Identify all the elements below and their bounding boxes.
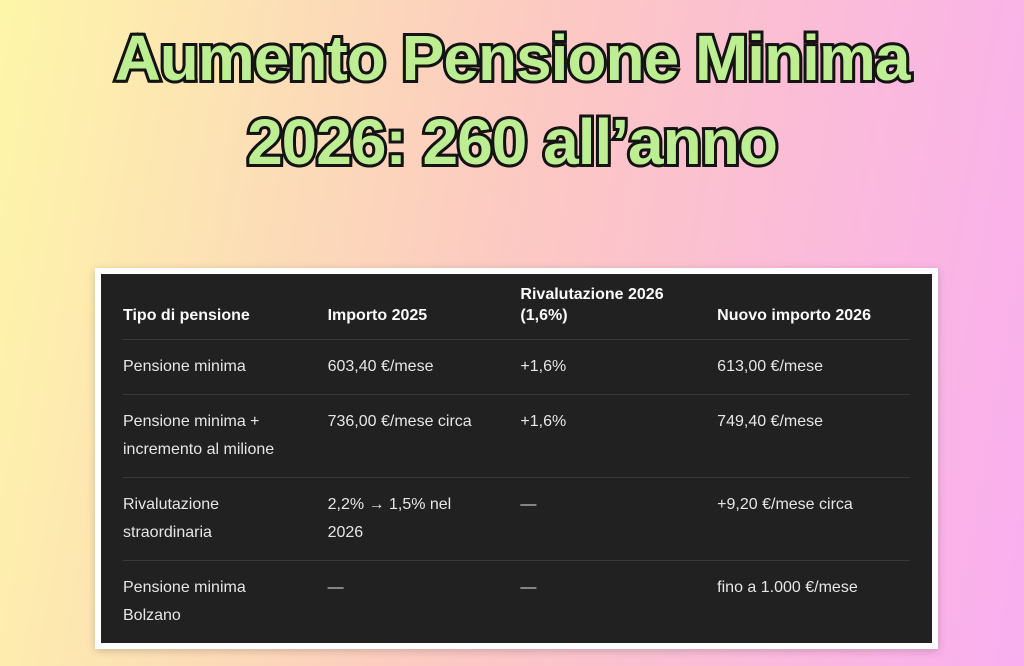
page-title-line2: 2026: 260 all’anno (244, 103, 781, 181)
column-header: Tipo di pensione (123, 274, 328, 340)
column-header: Importo 2025 (327, 274, 521, 340)
table-row: Pensione minima 603,40 €/mese +1,6% 613,00 … (123, 340, 910, 395)
table-header-row: Tipo di pensione Importo 2025 Rivalutazion… (123, 274, 910, 340)
table-cell: +9,20 €/mese circa (717, 477, 910, 561)
pension-table-card: Tipo di pensione Importo 2025 Rivalutazion… (95, 268, 938, 649)
table-cell: — (520, 477, 718, 561)
table-cell: Pensione minima Bolzano (123, 560, 328, 643)
table-cell: Pensione minima (123, 358, 246, 375)
table-row: Rivalutazione straordinaria 2,2% → 1,5% n… (123, 477, 910, 561)
table-cell: 613,00 €/mese (717, 358, 824, 375)
pension-table: Tipo di pensione Importo 2025 Rivalutazion… (123, 274, 910, 643)
table-cell: 2,2% → 1,5% nel 2026 (327, 477, 521, 561)
table-cell: Rivalutazione straordinaria (123, 477, 328, 561)
table-cell: +1,6% (520, 358, 567, 375)
column-header: Rivalutazione 2026 (1,6%) (520, 274, 718, 340)
table-row: Pensione minima + incremento al milione 7… (123, 394, 910, 478)
table-cell: — (327, 560, 521, 643)
pension-table-surface: Tipo di pensione Importo 2025 Rivalutazion… (101, 274, 932, 643)
table-cell: 603,40 €/mese (327, 358, 434, 375)
table-row: Pensione minima Bolzano — — fino a 1.000 €/… (123, 560, 910, 643)
table-cell: +1,6% (520, 394, 718, 478)
page-title: Aumento Pensione Minima 2026: 260 all’an… (0, 16, 1024, 184)
table-cell: — (520, 560, 718, 643)
table-cell: 749,40 €/mese (717, 394, 910, 478)
table-cell: fino a 1.000 €/mese (717, 560, 910, 643)
column-header: Nuovo importo 2026 (717, 274, 910, 340)
page-title-line1: Aumento Pensione Minima (112, 19, 914, 97)
table-cell: Pensione minima + incremento al milione (123, 394, 328, 478)
table-cell: 736,00 €/mese circa (327, 394, 521, 478)
